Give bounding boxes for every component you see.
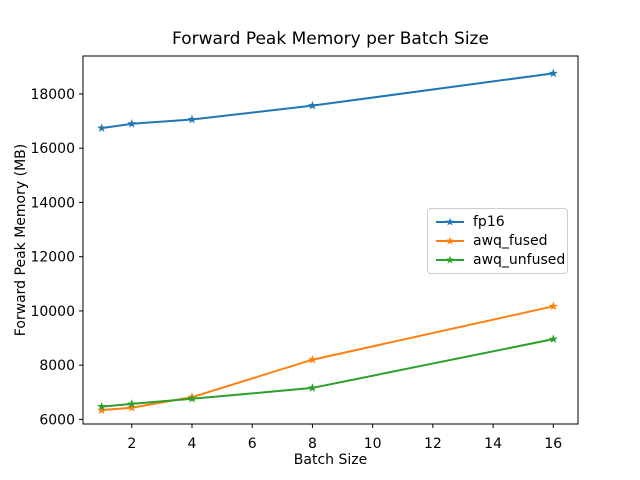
legend-label: fp16: [473, 213, 505, 230]
y-axis-ticks: 6000 8000 10000 12000 14000 16000 18000: [30, 87, 83, 428]
fp16-marker-icon: [307, 100, 317, 110]
awq_fused-marker-icon: [307, 354, 317, 364]
x-tick-label: 4: [188, 436, 197, 452]
fp16-marker-icon: [187, 114, 197, 124]
fp16-line-sample-icon: [436, 217, 464, 226]
x-tick-label: 10: [364, 436, 382, 452]
x-tick-label: 12: [424, 436, 442, 452]
x-axis-label: Batch Size: [293, 452, 368, 468]
awq_unfused-marker-icon: [307, 383, 317, 392]
awq-unfused-line-sample-icon: [436, 255, 464, 264]
awq_fused-marker-icon: [548, 301, 558, 311]
series-fp16: [97, 68, 558, 133]
x-tick-label: 8: [308, 436, 317, 452]
legend-item-awq-unfused: awq_unfused: [428, 251, 567, 270]
awq_unfused-marker-icon: [187, 393, 197, 403]
fp16-marker-icon: [127, 119, 137, 128]
x-tick-label: 14: [484, 436, 502, 452]
awq_fused-marker-icon: [127, 402, 137, 412]
y-tick-label: 8000: [39, 358, 75, 374]
y-tick-label: 18000: [30, 87, 75, 103]
fp16-marker-icon: [548, 68, 558, 78]
awq_fused-line: [101, 305, 554, 412]
legend-item-awq-fused: awq_fused: [428, 231, 567, 250]
awq_fused-marker-icon: [97, 405, 107, 415]
x-tick-label: 2: [127, 436, 136, 452]
y-tick-label: 12000: [30, 250, 75, 266]
fp16-line: [101, 72, 554, 130]
chart-title: Forward Peak Memory per Batch Size: [172, 29, 489, 49]
legend-item-fp16: fp16: [428, 212, 567, 231]
series-awq_fused: [97, 301, 558, 415]
legend-label: awq_fused: [473, 232, 548, 249]
legend: fp16 awq_fused awq_unfused: [427, 208, 568, 274]
y-tick-label: 10000: [30, 304, 75, 320]
awq_unfused-marker-icon: [127, 399, 137, 408]
y-tick-label: 6000: [39, 412, 75, 428]
y-tick-label: 14000: [30, 195, 75, 211]
plot-border: [82, 55, 579, 425]
series-awq_unfused: [97, 334, 558, 411]
awq_unfused-marker-icon: [548, 334, 558, 343]
awq_unfused-line: [101, 338, 554, 408]
fp16-marker-icon: [97, 123, 107, 133]
y-tick-label: 16000: [30, 141, 75, 157]
legend-label: awq_unfused: [473, 252, 566, 269]
awq-fused-line-sample-icon: [436, 236, 464, 245]
x-tick-label: 6: [248, 436, 257, 452]
x-axis-ticks: 2 4 6 8 10 12 14 16: [127, 424, 562, 452]
x-tick-label: 16: [544, 436, 562, 452]
awq_unfused-marker-icon: [97, 401, 107, 411]
